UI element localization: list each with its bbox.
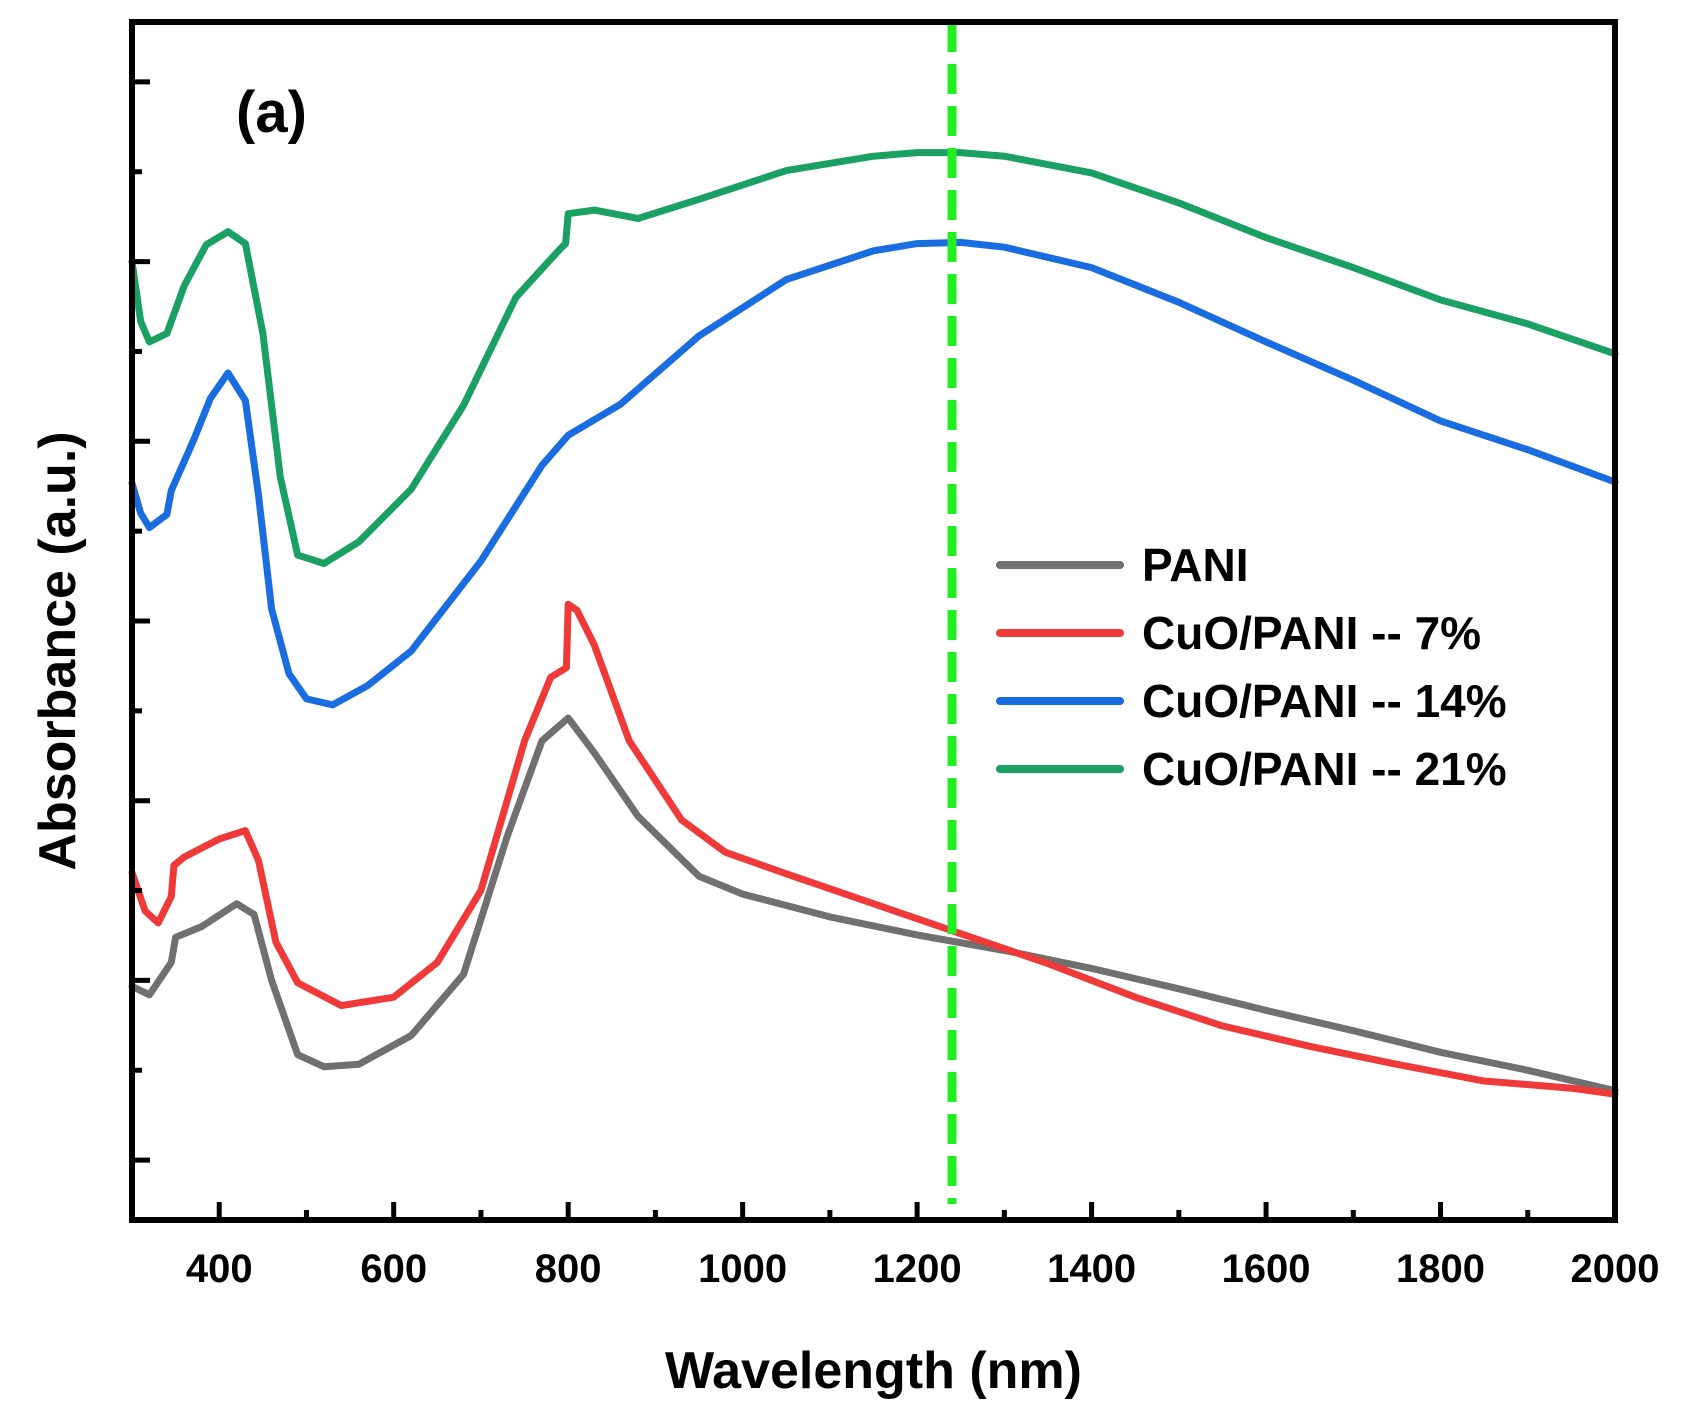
tick-layer: 400 600 800 1000 1200 1400 1600 1800 2000 — [129, 79, 1660, 1291]
x-axis-title: Wavelength (nm) — [665, 1342, 1082, 1400]
x-tick-label: 1400 — [1047, 1247, 1136, 1291]
legend: PANI CuO/PANI -- 7% CuO/PANI -- 14% CuO/PAN… — [996, 539, 1507, 795]
series-layer — [128, 149, 1619, 1098]
x-tick-label: 600 — [360, 1247, 427, 1291]
series-line-1 — [128, 714, 1619, 1095]
legend-label-1: PANI — [1142, 539, 1249, 591]
x-tick-label: 400 — [186, 1247, 253, 1291]
legend-label-2: CuO/PANI -- 7% — [1142, 607, 1481, 659]
panel-label: (a) — [236, 80, 307, 145]
x-tick-label: 1000 — [698, 1247, 787, 1291]
x-tick-label: 2000 — [1571, 1247, 1660, 1291]
x-tick-label: 1600 — [1222, 1247, 1311, 1291]
y-axis-title: Absorbance (a.u.) — [29, 431, 87, 870]
x-tick-label: 1800 — [1396, 1247, 1485, 1291]
x-tick-label: 800 — [535, 1247, 602, 1291]
legend-label-4: CuO/PANI -- 21% — [1142, 743, 1507, 795]
legend-label-3: CuO/PANI -- 14% — [1142, 675, 1507, 727]
series-line-4 — [128, 149, 1619, 567]
series-line-2 — [128, 600, 1619, 1098]
x-tick-label: 1200 — [873, 1247, 962, 1291]
series-line-3 — [128, 238, 1619, 709]
